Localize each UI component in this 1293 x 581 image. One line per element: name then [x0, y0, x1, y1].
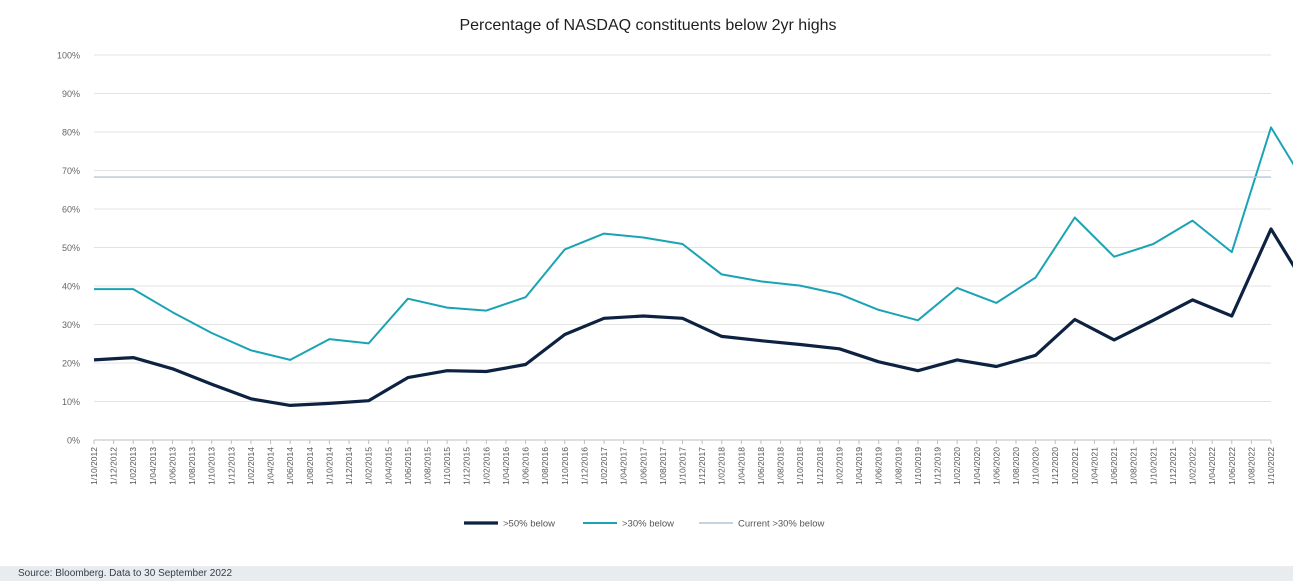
x-tick-label: 1/08/2021 [1129, 447, 1139, 485]
gridlines [94, 54, 1271, 402]
y-tick-label: 60% [62, 205, 80, 215]
x-tick-label: 1/08/2013 [187, 447, 197, 485]
x-tick-label: 1/06/2022 [1227, 447, 1237, 485]
x-tick-label: 1/08/2017 [658, 447, 668, 485]
x-tick-label: 1/06/2017 [638, 447, 648, 485]
x-tick-label: 1/06/2018 [756, 447, 766, 485]
x-tick-label: 1/02/2018 [717, 447, 727, 485]
x-tick-label: 1/10/2015 [442, 447, 452, 485]
x-tick-label: 1/10/2012 [89, 447, 99, 485]
x-tick-label: 1/02/2015 [364, 447, 374, 485]
x-tick-label: 1/04/2014 [266, 447, 276, 485]
y-tick-label: 20% [62, 359, 80, 369]
y-tick-label: 80% [62, 128, 80, 138]
x-tick-label: 1/06/2015 [403, 447, 413, 485]
y-axis-tick-labels: 0% 10% 20% 30% 40% 50% 60% 70% 80% 90% 100% [57, 51, 80, 446]
x-tick-label: 1/08/2020 [1011, 447, 1021, 485]
x-tick-label: 1/12/2014 [344, 447, 354, 485]
x-tick-label: 1/10/2020 [1031, 447, 1041, 485]
legend-label: >50% below [503, 519, 555, 530]
x-tick-label: 1/10/2021 [1148, 447, 1158, 485]
x-tick-label: 1/04/2021 [1089, 447, 1099, 485]
x-tick-label: 1/02/2017 [599, 447, 609, 485]
legend: >50% below >30% below Current >30% below [464, 519, 824, 530]
x-tick-label: 1/02/2022 [1188, 447, 1198, 485]
source-note: Source: Bloomberg. Data to 30 September … [18, 568, 233, 579]
x-tick-label: 1/12/2018 [815, 447, 825, 485]
y-tick-label: 40% [62, 282, 80, 292]
x-tick-label: 1/04/2019 [854, 447, 864, 485]
legend-label: Current >30% below [738, 519, 824, 530]
x-axis: 1/10/2012 1/12/2012 1/02/2013 1/04/2013 1/06… [89, 439, 1276, 485]
x-tick-label: 1/04/2017 [619, 447, 629, 485]
x-tick-label: 1/10/2017 [678, 447, 688, 485]
x-tick-label: 1/12/2019 [933, 447, 943, 485]
x-tick-label: 1/02/2021 [1070, 447, 1080, 485]
x-tick-label: 1/10/2018 [795, 447, 805, 485]
x-tick-label: 1/12/2015 [462, 447, 472, 485]
x-tick-label: 1/06/2016 [521, 447, 531, 485]
x-tick-label: 1/08/2014 [305, 447, 315, 485]
x-tick-label: 1/04/2018 [736, 447, 746, 485]
y-tick-label: 10% [62, 397, 80, 407]
x-tick-label: 1/12/2021 [1168, 447, 1178, 485]
x-tick-label: 1/06/2019 [874, 447, 884, 485]
x-tick-label: 1/12/2013 [226, 447, 236, 485]
y-tick-label: 100% [57, 51, 80, 61]
y-tick-label: 0% [67, 436, 80, 446]
y-tick-label: 50% [62, 243, 80, 253]
x-tick-label: 1/06/2021 [1109, 447, 1119, 485]
x-tick-label: 1/10/2014 [324, 447, 334, 485]
x-tick-label: 1/10/2013 [207, 447, 217, 485]
x-tick-label: 1/06/2013 [167, 447, 177, 485]
source-footer: Source: Bloomberg. Data to 30 September … [0, 566, 1293, 581]
x-tick-label: 1/02/2020 [952, 447, 962, 485]
x-tick-label: 1/08/2015 [422, 447, 432, 485]
x-tick-label: 1/02/2016 [481, 447, 491, 485]
x-tick-label: 1/04/2013 [148, 447, 158, 485]
x-tick-label: 1/12/2012 [109, 447, 119, 485]
x-tick-label: 1/04/2015 [383, 447, 393, 485]
x-tick-label: 1/12/2020 [1050, 447, 1060, 485]
legend-label: >30% below [622, 519, 674, 530]
x-tick-label: 1/08/2018 [776, 447, 786, 485]
x-tick-label: 1/08/2019 [893, 447, 903, 485]
series-line-50pct-below [93, 227, 1293, 407]
x-tick-label: 1/12/2017 [697, 447, 707, 485]
x-tick-label: 1/06/2014 [285, 447, 295, 485]
x-tick-label: 1/08/2016 [540, 447, 550, 485]
line-chart: Percentage of NASDAQ constituents below … [57, 17, 1293, 530]
x-tick-label: 1/06/2020 [991, 447, 1001, 485]
x-tick-label: 1/02/2014 [246, 447, 256, 485]
chart-title: Percentage of NASDAQ constituents below … [459, 17, 836, 34]
x-tick-label: 1/02/2013 [128, 447, 138, 485]
x-tick-label: 1/04/2022 [1207, 447, 1217, 485]
x-tick-label: 1/04/2016 [501, 447, 511, 485]
y-tick-label: 70% [62, 166, 80, 176]
x-tick-label: 1/12/2016 [579, 447, 589, 485]
x-tick-label: 1/02/2019 [834, 447, 844, 485]
series-lines [93, 126, 1293, 407]
x-tick-label: 1/08/2022 [1246, 447, 1256, 485]
x-tick-label: 1/10/2022 [1266, 447, 1276, 485]
y-tick-label: 90% [62, 89, 80, 99]
series-line-30pct-below [94, 126, 1293, 361]
x-tick-label: 1/04/2020 [972, 447, 982, 485]
x-tick-label: 1/10/2019 [913, 447, 923, 485]
x-tick-label: 1/10/2016 [560, 447, 570, 485]
y-tick-label: 30% [62, 320, 80, 330]
